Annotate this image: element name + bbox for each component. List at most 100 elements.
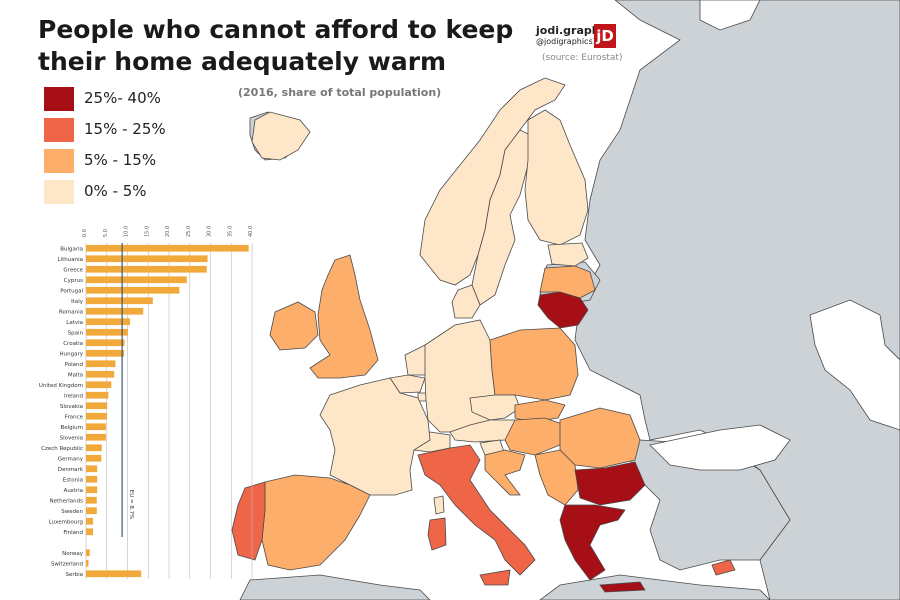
legend-swatch bbox=[44, 118, 74, 142]
bar bbox=[86, 559, 89, 567]
category-label: Greece bbox=[63, 267, 83, 273]
legend-item: 0% - 5% bbox=[44, 180, 244, 206]
region-cyprus bbox=[711, 559, 736, 576]
region-uk bbox=[309, 254, 379, 379]
x-tick-label: 5.0 bbox=[103, 229, 109, 237]
category-label: Sweden bbox=[61, 509, 83, 515]
region-crete bbox=[599, 581, 646, 593]
bar bbox=[86, 517, 94, 525]
category-label: Spain bbox=[68, 330, 84, 336]
bar bbox=[86, 328, 128, 336]
legend-swatch bbox=[44, 180, 74, 204]
non-eu-land bbox=[239, 0, 900, 600]
bar bbox=[86, 318, 130, 326]
bar bbox=[86, 423, 106, 431]
category-label: Romania bbox=[59, 309, 83, 315]
legend-swatch bbox=[44, 87, 74, 111]
x-tick-label: 25.0 bbox=[186, 226, 192, 237]
category-label: Switzerland bbox=[51, 561, 83, 567]
legend-item: 25%- 40% bbox=[44, 87, 244, 113]
region-denmark bbox=[451, 284, 481, 319]
bar bbox=[86, 244, 249, 252]
bar bbox=[86, 496, 97, 504]
brand-handle: @jodigraphics15 bbox=[536, 37, 603, 46]
category-label: Luxembourg bbox=[49, 519, 83, 525]
category-label: Italy bbox=[71, 299, 84, 305]
legend-label: 5% - 15% bbox=[84, 151, 157, 169]
bar bbox=[86, 391, 109, 399]
bar bbox=[86, 349, 125, 357]
bar bbox=[86, 360, 116, 368]
region-corsica bbox=[433, 495, 445, 515]
category-label: Latvia bbox=[66, 320, 83, 326]
region-bulgaria bbox=[574, 461, 646, 506]
legend-label: 0% - 5% bbox=[84, 182, 147, 200]
category-label: Cyprus bbox=[64, 278, 83, 284]
x-tick-label: 35.0 bbox=[227, 226, 233, 237]
category-label: Netherlands bbox=[49, 498, 83, 504]
bar bbox=[86, 507, 97, 515]
region-serbia bbox=[534, 449, 579, 506]
source-note: (source: Eurostat) bbox=[542, 53, 623, 63]
bar bbox=[86, 402, 108, 410]
x-tick-label: 10.0 bbox=[124, 226, 130, 237]
bar bbox=[86, 475, 98, 483]
x-tick-label: 0.0 bbox=[82, 229, 88, 237]
bar bbox=[86, 444, 102, 452]
bar bbox=[86, 286, 180, 294]
bar bbox=[86, 255, 208, 263]
category-label: Norway bbox=[62, 551, 84, 557]
category-label: Germany bbox=[58, 456, 84, 462]
category-label: Malta bbox=[68, 372, 83, 378]
choropleth bbox=[231, 77, 736, 593]
region-sicily bbox=[479, 569, 511, 586]
category-label: Estonia bbox=[63, 477, 83, 483]
x-tick-label: 40.0 bbox=[248, 226, 254, 237]
legend-label: 15% - 25% bbox=[84, 120, 166, 138]
brand-logo: jD bbox=[594, 24, 616, 48]
bar bbox=[86, 465, 98, 473]
x-tick-label: 20.0 bbox=[165, 226, 171, 237]
region-portugal bbox=[231, 481, 266, 561]
region-iceland bbox=[251, 111, 311, 161]
region-sweden bbox=[471, 129, 531, 306]
legend-item: 5% - 15% bbox=[44, 149, 244, 175]
category-label: Slovakia bbox=[60, 404, 83, 410]
legend-label: 25%- 40% bbox=[84, 89, 161, 107]
category-label: Ireland bbox=[64, 393, 83, 399]
category-label: Finland bbox=[63, 530, 83, 536]
bar bbox=[86, 433, 106, 441]
region-greece bbox=[559, 504, 626, 581]
page-subtitle: (2016, share of total population) bbox=[238, 86, 442, 99]
category-label: Serbia bbox=[65, 572, 83, 578]
seas bbox=[649, 0, 900, 471]
region-croatia bbox=[484, 449, 526, 496]
category-label: Poland bbox=[65, 362, 83, 368]
bar bbox=[86, 339, 125, 347]
region-hungary bbox=[504, 417, 566, 456]
category-label: Portugal bbox=[60, 288, 83, 294]
legend-item: 15% - 25% bbox=[44, 118, 244, 144]
category-label: Hungary bbox=[60, 351, 84, 357]
page-title: People who cannot afford to keep their h… bbox=[38, 15, 514, 76]
region-czech bbox=[469, 394, 521, 421]
bar bbox=[86, 297, 153, 305]
region-ireland bbox=[269, 301, 319, 351]
region-sardinia bbox=[427, 517, 447, 551]
bar bbox=[86, 265, 207, 273]
category-label: Austria bbox=[64, 488, 83, 494]
bar bbox=[86, 276, 187, 284]
category-label: Lithuania bbox=[58, 257, 83, 263]
category-label: France bbox=[65, 414, 84, 420]
bar bbox=[86, 528, 94, 536]
region-estonia bbox=[547, 242, 589, 267]
category-label: Croatia bbox=[63, 341, 83, 347]
reference-line-label: EU = 8.7% bbox=[128, 490, 134, 520]
bar bbox=[86, 412, 107, 420]
bar bbox=[86, 307, 144, 315]
bar bbox=[86, 381, 112, 389]
bar bbox=[86, 549, 90, 557]
bar bbox=[86, 570, 142, 578]
category-label: Slovenia bbox=[60, 435, 83, 441]
region-romania bbox=[559, 407, 641, 469]
